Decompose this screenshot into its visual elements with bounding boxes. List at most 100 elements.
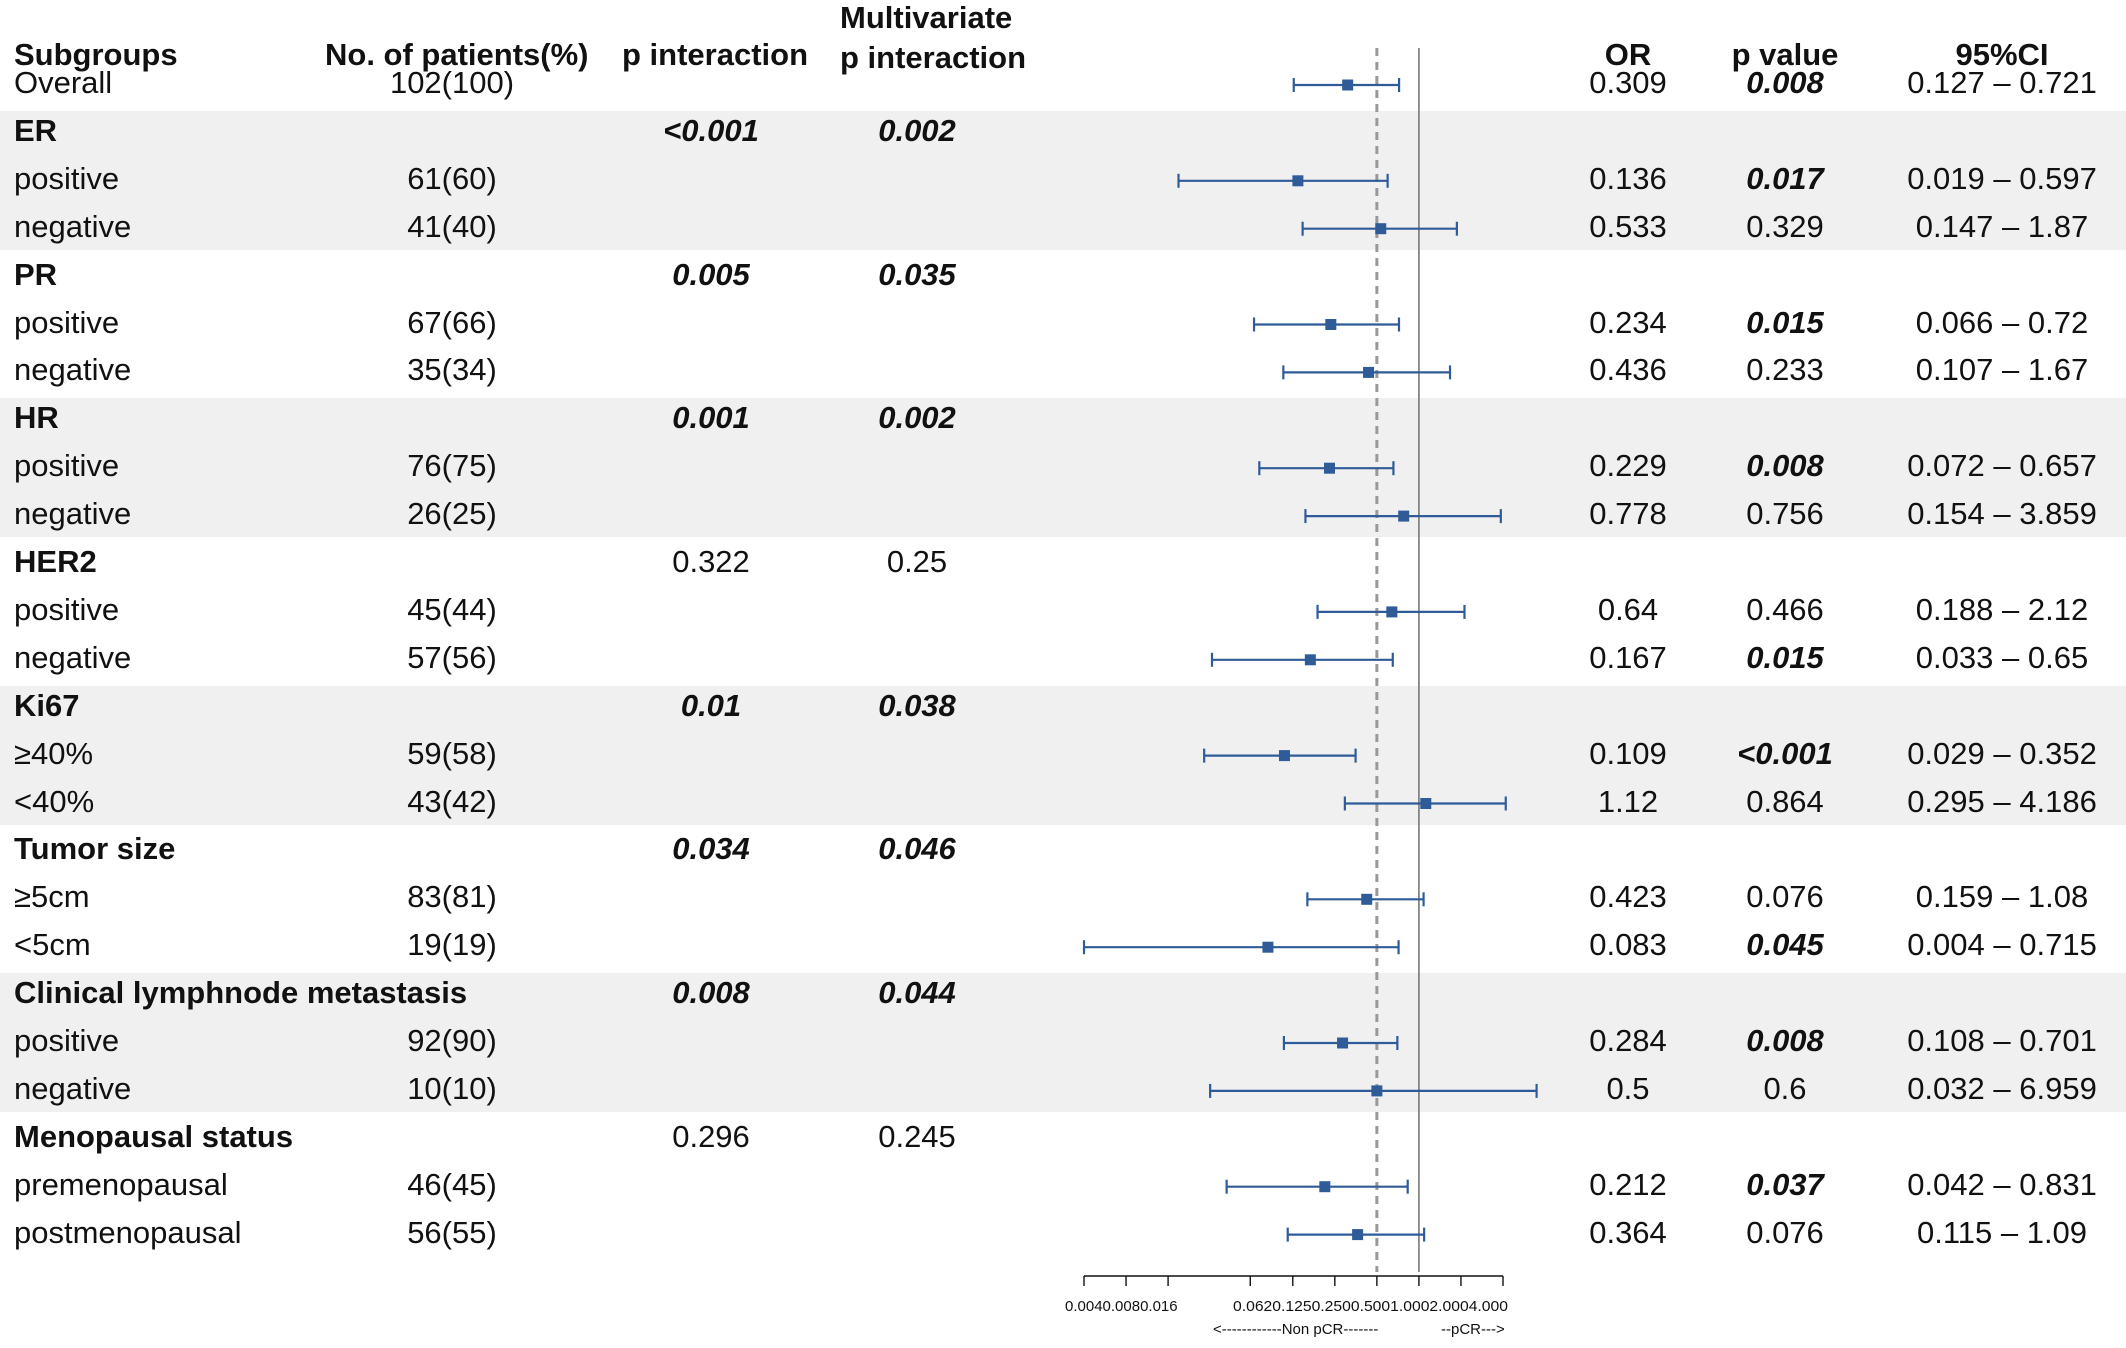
or-value: 0.229 [1589,448,1667,484]
subgroup-label: negative [14,208,132,244]
xlabel-non-pcr: <------------Non pCR------- [1213,1321,1378,1338]
p-value: 0.329 [1746,208,1824,244]
tick-labels-right: 0.0620.1250.2500.5001.0002.0004.000 [1233,1298,1508,1315]
patients-count: 59(58) [407,735,497,771]
patients-count: 10(10) [407,1070,497,1106]
ci-value: 0.127 – 0.721 [1907,65,2097,100]
subgroup-label: positive [14,591,120,627]
subgroup-label: negative [14,639,132,675]
or-value: 0.136 [1589,160,1667,196]
patients-count: 41(40) [407,208,497,244]
p-value: 0.008 [1746,1023,1824,1058]
point-estimate [1361,893,1373,905]
subgroup-label: premenopausal [14,1166,228,1202]
tick-labels-left: 0.0040.0080.016 [1065,1298,1178,1315]
ci-value: 0.107 – 1.67 [1915,352,2089,388]
patients-count: 92(90) [407,1023,497,1058]
patients-count: 83(81) [407,879,497,915]
ci-value: 0.188 – 2.12 [1915,591,2089,627]
p-value: 0.864 [1746,783,1824,819]
point-estimate [1375,223,1387,235]
patients-count: 43(42) [407,783,497,819]
p-interaction-value: 0.001 [672,400,750,436]
p-value: 0.756 [1746,496,1824,532]
header-multivariate-line1: Multivariate [840,0,1013,35]
header-patients: No. of patients(%) [325,37,589,72]
header-ci: 95%CI [1955,37,2049,72]
p-value: 0.017 [1746,160,1824,196]
patients-count: 46(45) [407,1166,497,1202]
p-value: 0.015 [1746,304,1824,340]
subgroup-label: positive [14,448,120,484]
subgroup-label: ≥40% [14,735,94,771]
or-value: 0.284 [1589,1023,1667,1058]
or-value: 0.167 [1589,639,1667,675]
point-estimate [1325,319,1337,330]
row-band [0,973,2126,1113]
p-interaction-value: 0.005 [672,256,750,292]
subgroup-label: Overall [14,65,113,100]
patients-count: 19(19) [407,927,497,963]
p-interaction-value: 0.008 [672,975,750,1011]
group-label: Clinical lymphnode metastasis [14,975,468,1011]
subgroup-label: <5cm [14,927,91,963]
p-interaction-value: 0.322 [672,544,750,579]
ci-value: 0.029 – 0.352 [1907,735,2097,771]
ci-value: 0.115 – 1.09 [1916,1214,2088,1250]
multivariate-p-value: 0.046 [878,831,956,867]
patients-count: 61(60) [407,160,497,196]
group-label: ER [14,112,58,148]
subgroup-label: positive [14,160,120,196]
ci-value: 0.159 – 1.08 [1915,879,2089,915]
p-value: 0.466 [1746,591,1824,627]
ci-value: 0.072 – 0.657 [1907,448,2097,484]
or-value: 0.436 [1589,352,1667,388]
or-value: 0.083 [1589,927,1667,963]
or-value: 0.778 [1589,496,1667,532]
row-band [0,110,2126,250]
subgroup-label: negative [14,496,132,532]
row-band [0,685,2126,825]
p-interaction-value: <0.001 [663,112,759,148]
header-p-value: p value [1731,37,1839,72]
subgroup-label: positive [14,304,120,340]
p-interaction-value: 0.01 [680,687,742,723]
group-label: Menopausal status [14,1118,294,1154]
ci-value: 0.147 – 1.87 [1915,208,2089,244]
p-value: 0.015 [1746,639,1824,675]
ci-value: 0.019 – 0.597 [1907,160,2097,196]
subgroup-label: negative [14,352,132,388]
ci-value: 0.032 – 6.959 [1907,1070,2097,1106]
header-multivariate-line2: p interaction [840,40,1027,75]
p-value: 0.233 [1746,352,1824,388]
p-value: 0.6 [1763,1070,1807,1106]
point-estimate [1304,654,1316,666]
or-value: 0.234 [1589,304,1667,340]
header-or: OR [1604,37,1652,72]
multivariate-p-value: 0.245 [878,1118,956,1154]
p-value: 0.037 [1746,1166,1824,1202]
point-estimate [1262,941,1274,953]
ci-value: 0.004 – 0.715 [1907,927,2097,963]
row-band [0,398,2126,538]
or-value: 0.423 [1589,879,1667,915]
p-value: 0.008 [1746,448,1824,484]
patients-count: 26(25) [407,496,497,532]
or-value: 0.5 [1606,1070,1650,1106]
multivariate-p-value: 0.035 [878,256,956,292]
multivariate-p-value: 0.038 [878,687,956,723]
or-value: 0.309 [1589,65,1667,100]
header-p-interaction: p interaction [622,37,809,72]
p-interaction-value: 0.296 [672,1118,750,1154]
group-label: Ki67 [14,687,80,723]
point-estimate [1420,798,1432,809]
ci-value: 0.033 – 0.65 [1915,639,2089,675]
patients-count: 102(100) [389,65,515,100]
point-estimate [1386,606,1398,618]
group-label: HER2 [14,544,97,579]
point-estimate [1352,1229,1364,1241]
multivariate-p-value: 0.25 [886,544,948,579]
subgroup-label: ≥5cm [14,879,90,915]
or-value: 0.64 [1597,591,1659,627]
point-estimate [1319,1181,1331,1193]
